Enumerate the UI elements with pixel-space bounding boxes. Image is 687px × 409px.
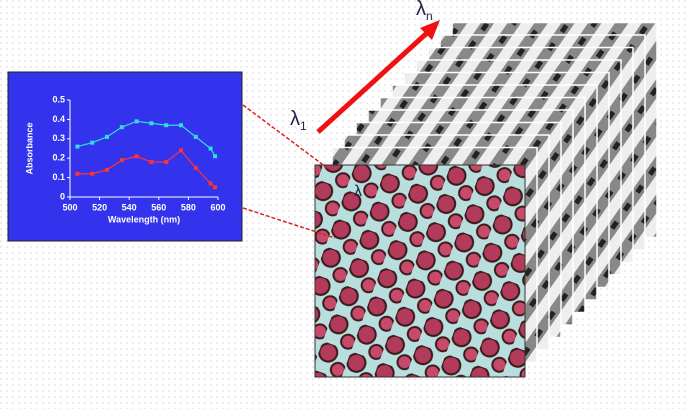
data-point: [75, 145, 79, 149]
y-tick-label: 0.3: [52, 133, 65, 143]
data-point: [149, 160, 153, 164]
data-point: [194, 135, 198, 139]
data-point: [75, 172, 79, 176]
data-point: [194, 166, 198, 170]
y-tick-label: 0.4: [52, 114, 65, 124]
x-tick-label: 540: [122, 202, 137, 212]
data-point: [149, 121, 153, 125]
data-point: [164, 160, 168, 164]
y-tick-label: 0: [60, 191, 65, 201]
data-point: [164, 123, 168, 127]
x-tick-label: 520: [92, 202, 107, 212]
x-tick-label: 500: [62, 202, 77, 212]
x-axis-label: Wavelength (nm): [108, 214, 180, 224]
x-tick-label: 600: [210, 202, 225, 212]
data-point: [120, 125, 124, 129]
x-tick-label: 580: [181, 202, 196, 212]
data-point: [209, 181, 213, 185]
y-axis-label: Absorbance: [24, 122, 34, 174]
data-point: [120, 158, 124, 162]
data-point: [105, 168, 109, 172]
lambda-i: λ: [354, 183, 362, 200]
data-point: [213, 185, 217, 189]
data-point: [105, 135, 109, 139]
data-point: [90, 172, 94, 176]
data-point: [135, 119, 139, 123]
y-tick-label: 0.5: [52, 94, 65, 104]
data-point: [209, 147, 213, 151]
data-point: [213, 154, 217, 158]
x-tick-label: 560: [151, 202, 166, 212]
data-point: [179, 123, 183, 127]
data-point: [135, 154, 139, 158]
y-tick-label: 0.2: [52, 153, 65, 163]
y-tick-label: 0.1: [52, 172, 65, 182]
diagram: λ1 λn λ 00.10.20.30.40.55005205405605806…: [0, 0, 687, 409]
data-point: [90, 141, 94, 145]
data-point: [179, 148, 183, 152]
tissue-image: [315, 165, 525, 377]
